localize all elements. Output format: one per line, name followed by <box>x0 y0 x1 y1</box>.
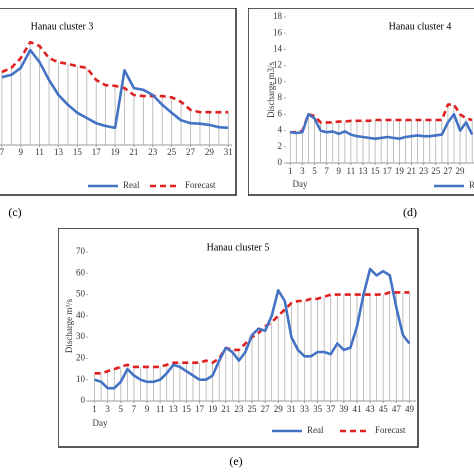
x-tick-label: 49 <box>405 404 415 414</box>
x-tick-label: 3 <box>300 166 305 176</box>
x-tick-label: 7 <box>132 404 137 414</box>
y-tick-label: 20 <box>76 352 86 362</box>
y-tick-label: 10 <box>76 374 86 384</box>
x-tick-label: 7 <box>0 147 5 157</box>
chart-title: Hanau cluster 3 <box>31 21 94 32</box>
x-tick-label: 9 <box>145 404 150 414</box>
x-tick-label: 13 <box>169 404 179 414</box>
x-tick-label: 39 <box>339 404 349 414</box>
series-line <box>1 40 229 114</box>
legend-label: Real <box>307 425 324 435</box>
series-line <box>290 113 474 140</box>
x-tick-label: 19 <box>395 166 405 176</box>
x-tick-label: 25 <box>248 404 258 414</box>
x-tick-label: 5 <box>312 166 317 176</box>
chart-title: Hanau cluster 5 <box>207 242 270 253</box>
x-tick-label: 3 <box>105 404 110 414</box>
x-tick-label: 11 <box>156 404 165 414</box>
x-tick-label: 29 <box>456 166 466 176</box>
chart-panel: Hanau cluster 5 Discharge m³/s Day 0 10 20 30 4… <box>58 228 419 448</box>
x-tick-label: 15 <box>182 404 192 414</box>
x-tick-label: 23 <box>148 147 158 157</box>
x-tick-label: 27 <box>261 404 271 414</box>
y-tick-label: 16 <box>273 27 283 37</box>
legend-label: Real <box>123 180 140 190</box>
panel-frame <box>0 8 237 196</box>
series-line <box>1 48 229 130</box>
x-tick-label: 35 <box>313 404 323 414</box>
x-axis-label: Day <box>293 179 308 189</box>
panel-label: (d) <box>403 205 417 219</box>
x-tick-label: 17 <box>92 147 102 157</box>
y-tick-label: 6 <box>278 108 283 118</box>
x-tick-label: 13 <box>54 147 64 157</box>
x-tick-label: 43 <box>366 404 376 414</box>
y-tick-label: 0 <box>278 157 283 167</box>
y-tick-label: 14 <box>273 44 283 54</box>
y-tick-label: 60 <box>76 267 86 277</box>
x-tick-label: 9 <box>337 166 342 176</box>
x-tick-label: 15 <box>73 147 83 157</box>
x-tick-label: 5 <box>119 404 124 414</box>
y-tick-label: 2 <box>278 141 283 151</box>
legend-label: Forecast <box>375 425 406 435</box>
y-tick-label: 10 <box>273 76 283 86</box>
x-tick-label: 23 <box>234 404 244 414</box>
panel-frame <box>248 8 474 196</box>
x-tick-label: 37 <box>326 404 336 414</box>
x-tick-label: 15 <box>371 166 381 176</box>
y-tick-label: 50 <box>76 289 86 299</box>
chart-panel: Hanau cluster 4 Discharge m3/s Day 0 2 4 6 8 10 1… <box>248 8 474 196</box>
panel-label: (c) <box>8 205 21 219</box>
panel-label: (e) <box>229 454 242 468</box>
y-tick-label: 18 <box>273 11 283 21</box>
chart-title: Hanau cluster 4 <box>389 21 452 32</box>
series-line <box>94 267 411 390</box>
panel-frame <box>58 228 419 448</box>
x-tick-label: 21 <box>129 147 138 157</box>
x-tick-label: 47 <box>392 404 402 414</box>
y-tick-label: 0 <box>81 395 86 405</box>
series-line <box>290 103 473 134</box>
y-tick-label: 30 <box>76 331 86 341</box>
legend-label: Forecast <box>185 180 216 190</box>
y-tick-label: 8 <box>278 92 283 102</box>
x-tick-label: 23 <box>419 166 429 176</box>
x-tick-label: 25 <box>431 166 441 176</box>
x-tick-label: 33 <box>300 404 310 414</box>
x-tick-label: 29 <box>205 147 215 157</box>
x-tick-label: 27 <box>186 147 196 157</box>
x-tick-label: 31 <box>224 147 233 157</box>
x-tick-label: 13 <box>359 166 369 176</box>
x-tick-label: 7 <box>324 166 329 176</box>
x-tick-label: 25 <box>167 147 177 157</box>
y-tick-label: 12 <box>273 60 282 70</box>
x-tick-label: 11 <box>347 166 356 176</box>
y-tick-label: 4 <box>278 125 283 135</box>
x-tick-label: 29 <box>274 404 284 414</box>
y-tick-label: 70 <box>76 246 86 256</box>
y-axis-label: Discharge m³/s <box>64 298 74 353</box>
x-tick-label: 27 <box>443 166 453 176</box>
chart-panel: Hanau cluster 3 7 9 11 13 15 17 19 21 23 25 27 29 31 R… <box>0 8 237 196</box>
x-tick-label: 41 <box>352 404 361 414</box>
x-tick-label: 9 <box>18 147 23 157</box>
x-axis-label: Day <box>93 418 108 428</box>
x-tick-label: 31 <box>287 404 296 414</box>
x-tick-label: 1 <box>92 404 97 414</box>
y-tick-label: 40 <box>76 310 86 320</box>
x-tick-label: 17 <box>383 166 393 176</box>
x-tick-label: 1 <box>288 166 293 176</box>
x-tick-label: 19 <box>111 147 121 157</box>
legend-label: Real <box>469 180 474 190</box>
x-tick-label: 17 <box>195 404 205 414</box>
y-axis-label: Discharge m3/s <box>266 61 276 118</box>
x-tick-label: 21 <box>407 166 416 176</box>
x-tick-label: 45 <box>379 404 389 414</box>
x-tick-label: 21 <box>221 404 230 414</box>
x-tick-label: 11 <box>35 147 44 157</box>
x-tick-label: 19 <box>208 404 218 414</box>
